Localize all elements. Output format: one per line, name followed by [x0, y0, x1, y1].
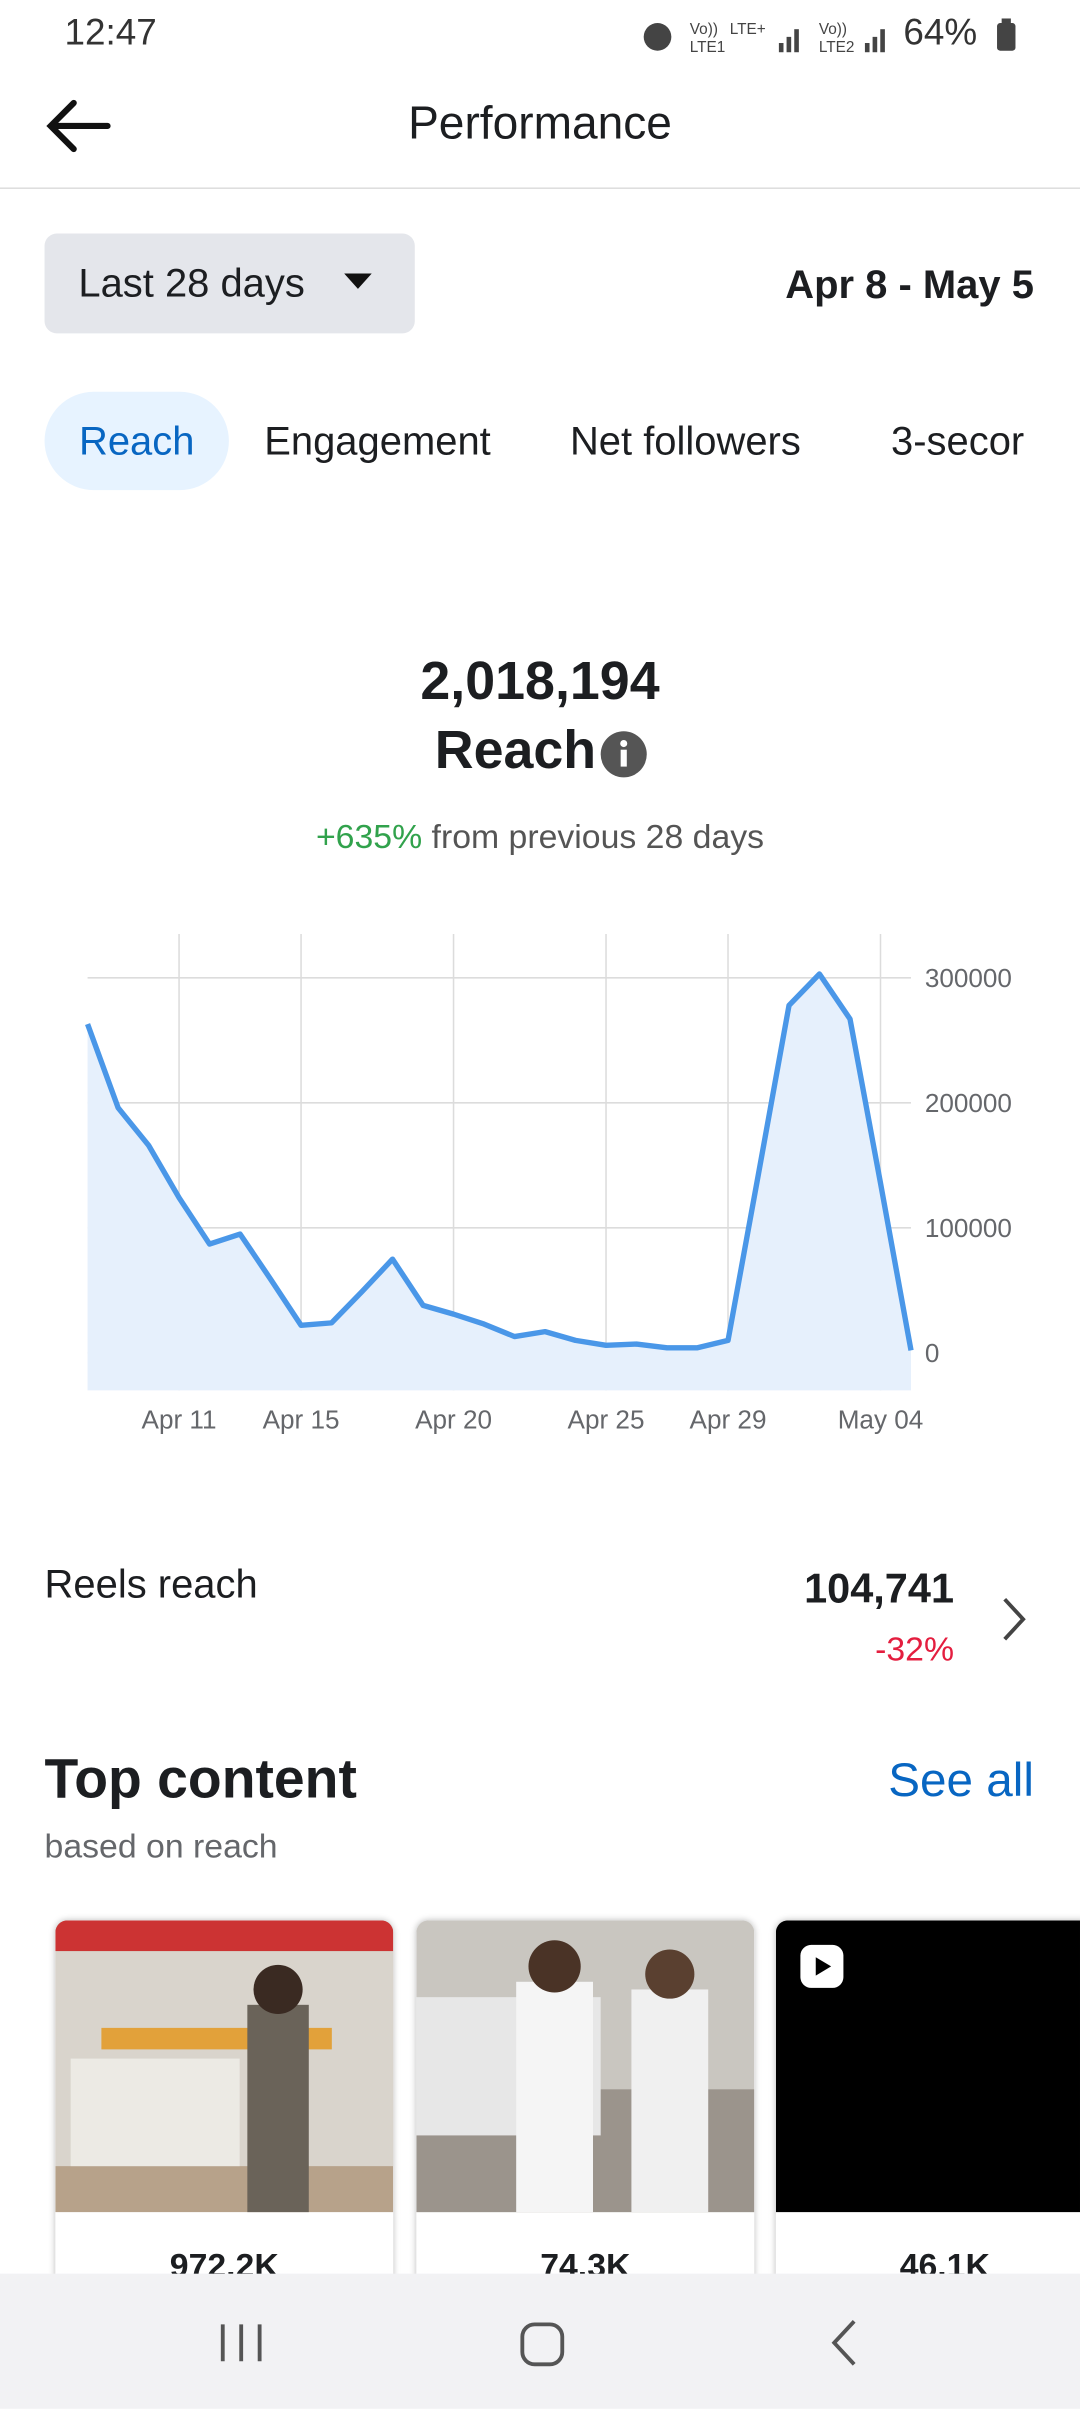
dropdown-caret — [344, 273, 372, 289]
nav-bar — [0, 2273, 1080, 2409]
section-title: Top content — [44, 1746, 357, 1810]
svg-text:LTE+: LTE+ — [730, 21, 766, 38]
reach-total: 2,018,194 — [420, 651, 660, 712]
area — [87, 973, 912, 1391]
tab-selected[interactable]: Reach — [44, 391, 229, 491]
svg-text:Vo)): Vo)) — [819, 21, 847, 38]
page-title: Performance — [408, 98, 672, 150]
date-range: Apr 8 - May 5 — [785, 261, 1034, 308]
svg-text:Vo)): Vo)) — [690, 21, 718, 38]
x-tick-label: Apr 15 — [263, 1405, 340, 1435]
period-dropdown[interactable]: Last 28 days — [44, 233, 415, 334]
thumbnail — [416, 1920, 755, 2213]
reels-reach-label: Reels reach — [44, 1560, 258, 1607]
change-percent: +635% — [315, 817, 423, 856]
info-icon[interactable] — [599, 730, 648, 779]
reach-chart: 0 100000 200000 300000 Apr 11 Apr 15 Apr 20 Apr… — [85, 934, 1012, 1435]
chevron[interactable] — [999, 1595, 1030, 1644]
y-tick-label: 0 — [925, 1338, 940, 1368]
status-battery: 64% — [903, 12, 978, 54]
back-button[interactable] — [43, 95, 114, 156]
content-card[interactable]: 74.3K — [416, 1920, 755, 2320]
content-card[interactable]: 972.2K — [55, 1920, 394, 2320]
tab[interactable]: Engagement — [264, 417, 491, 464]
thumbnail — [55, 1920, 394, 2213]
change-note: from previous 28 days — [431, 817, 765, 856]
battery-icon — [997, 18, 1016, 51]
y-tick-label: 200000 — [925, 1088, 1012, 1118]
tab[interactable]: 3-secor — [891, 417, 1025, 464]
section-subtitle: based on reach — [44, 1826, 278, 1866]
line — [85, 971, 914, 1351]
back-nav-button[interactable] — [827, 2317, 864, 2369]
period-label: Last 28 days — [78, 259, 305, 306]
svg-text:LTE2: LTE2 — [819, 39, 855, 56]
x-tick-label: May 04 — [838, 1405, 924, 1435]
tab[interactable]: Net followers — [569, 417, 801, 464]
status-time: 12:47 — [64, 12, 157, 54]
see-all-link[interactable]: See all — [888, 1752, 1034, 1807]
status-icons: Vo))LTE1 LTE+ Vo))LTE2 — [643, 21, 885, 56]
home-button[interactable] — [518, 2320, 567, 2369]
content-card[interactable]: 46.1K — [775, 1920, 1080, 2320]
x-tick-label: Apr 25 — [568, 1405, 645, 1435]
reach-label: Reach — [434, 720, 597, 781]
thumbnail — [775, 1920, 1080, 2213]
change-row: +635% from previous 28 days — [0, 817, 1080, 857]
reels-reach-value: 104,741 — [804, 1565, 955, 1612]
divider — [0, 187, 1080, 189]
y-tick-label: 300000 — [925, 963, 1012, 993]
x-tick-label: Apr 29 — [690, 1405, 767, 1435]
svg-text:LTE1: LTE1 — [690, 39, 726, 56]
reels-reach-change: -32% — [875, 1629, 955, 1669]
y-tick-label: 100000 — [925, 1213, 1012, 1243]
x-tick-label: Apr 20 — [415, 1405, 492, 1435]
recents-button[interactable] — [215, 2320, 267, 2366]
x-tick-label: Apr 11 — [142, 1405, 217, 1435]
